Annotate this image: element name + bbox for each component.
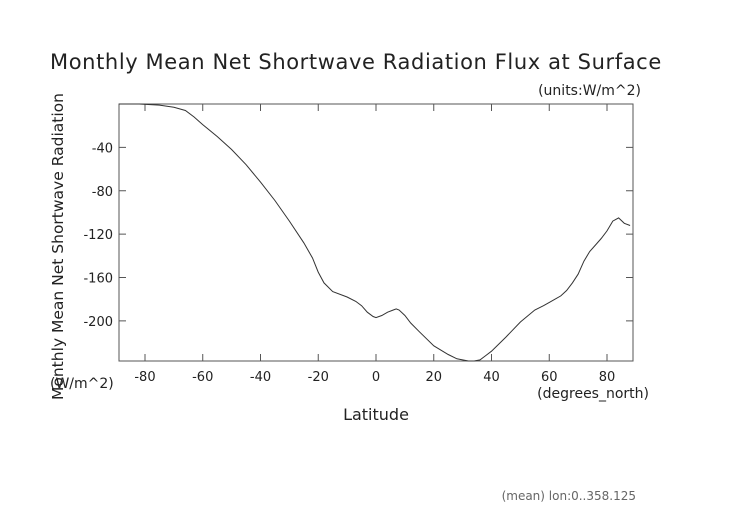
x-tick-label: 0 bbox=[372, 370, 380, 385]
x-axis-units: (degrees_north) bbox=[537, 386, 649, 402]
x-tick-label: -80 bbox=[134, 370, 155, 385]
units-note: (units:W/m^2) bbox=[538, 83, 641, 99]
y-tick-label: -120 bbox=[83, 228, 113, 243]
y-tick-label: -200 bbox=[83, 315, 113, 330]
x-tick-label: 40 bbox=[483, 370, 500, 385]
y-axis-units: (W/m^2) bbox=[50, 376, 114, 392]
y-tick-label: -80 bbox=[92, 185, 113, 200]
x-axis-label: Latitude bbox=[343, 405, 409, 424]
y-axis-label: Monthly Mean Net Shortwave Radiation bbox=[49, 93, 67, 400]
x-tick-label: 20 bbox=[425, 370, 442, 385]
x-tick-label: 60 bbox=[541, 370, 558, 385]
y-tick-label: -40 bbox=[92, 141, 113, 156]
x-axis: -80 -60 -40 -20 0 20 40 60 80 bbox=[134, 104, 615, 385]
y-axis: -40 -80 -120 -160 -200 bbox=[83, 141, 633, 330]
x-tick-label: -20 bbox=[308, 370, 329, 385]
y-tick-label: -160 bbox=[83, 272, 113, 287]
plot-frame bbox=[118, 103, 634, 362]
x-tick-label: -60 bbox=[192, 370, 213, 385]
x-tick-label: -40 bbox=[250, 370, 271, 385]
footer-note: (mean) lon:0..358.125 bbox=[502, 489, 636, 503]
chart-title: Monthly Mean Net Shortwave Radiation Flu… bbox=[50, 50, 662, 74]
x-tick-label: 80 bbox=[599, 370, 616, 385]
series-line bbox=[119, 103, 631, 362]
